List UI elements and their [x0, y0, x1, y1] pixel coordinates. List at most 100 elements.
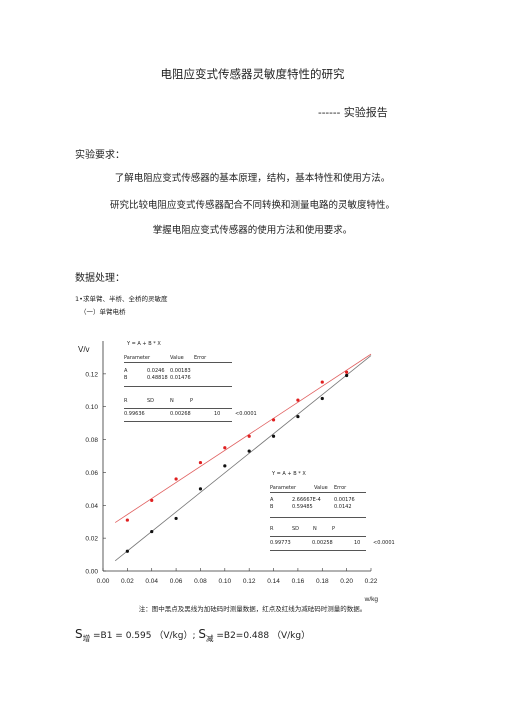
chart-marks — [114, 353, 372, 562]
fit-cell: <0.0001 — [235, 411, 257, 417]
x-tick-label: 0.12 — [243, 578, 256, 585]
fit-cell: 0.59485 — [292, 504, 313, 510]
fit-cell: 10 — [354, 540, 361, 546]
fit-cell: 0.00268 — [170, 411, 191, 417]
data-point — [271, 418, 276, 422]
x-tick-label: 0.00 — [97, 578, 110, 585]
fit-cell: R — [270, 526, 274, 532]
fit-equation-bottom: Y = A + B * X — [272, 471, 306, 477]
fit-cell: B — [270, 504, 274, 510]
fit-cell: N — [170, 398, 174, 404]
fit-cell: 0.0142 — [334, 504, 352, 510]
y-tick-label: 0.00 — [85, 569, 98, 576]
requirement-item: 研究比较电阻应变式传感器配合不同转换和测量电路的灵敏度特性。 — [109, 200, 395, 211]
result-value: =B1 = 0.595 （V/kg）; — [93, 631, 196, 641]
data-point — [150, 498, 154, 502]
data-point — [296, 398, 300, 402]
data-point — [247, 449, 251, 453]
data-point — [320, 396, 324, 401]
page-title: 电阻应变式传感器灵敏度特性的研究 — [160, 67, 345, 81]
fit-row-bottom: A 2.66667E-4 0.00176 — [270, 497, 355, 503]
data-point — [223, 446, 227, 450]
data-point — [198, 487, 203, 491]
fit-stat-row-bottom: 0.99773 0.00258 10 <0.0001 — [270, 540, 395, 551]
fit-cell: <0.0001 — [373, 540, 395, 546]
fit-cell: 2.66667E-4 — [292, 497, 321, 503]
fit-cell: P — [190, 398, 194, 404]
x-tick-label: 0.14 — [267, 578, 280, 585]
fit-row-top: B 0.48818 0.01476 — [124, 375, 232, 387]
requirement-item: 掌握电阻应变式传感器的使用方法和使用要求。 — [152, 225, 353, 236]
data-point — [198, 460, 203, 465]
fit-cell: SD — [147, 398, 155, 404]
y-tick-label: 0.02 — [85, 536, 98, 543]
fit-cell: A — [124, 368, 128, 374]
result-sub: 减 — [205, 633, 214, 643]
x-tick-label: 0.22 — [365, 578, 378, 585]
chart-axes: 0.00 0.02 0.04 0.06 0.08 0.10 0.12 0.14 0.16 0.18… — [78, 341, 378, 603]
fit-header-bottom: Parameter Value Error — [270, 485, 366, 493]
data-subheading-2: （一）单臂电桥 — [80, 308, 126, 316]
y-tick-label: 0.12 — [85, 371, 98, 378]
fit-cell: 10 — [214, 411, 221, 417]
fit-header-cell: Parameter — [124, 355, 151, 361]
data-point — [247, 434, 251, 438]
fit-cell: 0.0246 — [147, 368, 165, 374]
x-tick-label: 0.02 — [121, 578, 134, 585]
x-tick-label: 0.20 — [340, 578, 353, 585]
data-point — [174, 516, 178, 521]
result-symbol: S — [75, 627, 83, 641]
x-tick-label: 0.04 — [145, 578, 158, 585]
fit-cell: 0.99773 — [270, 540, 291, 546]
data-point — [345, 370, 349, 374]
result-sub: 增 — [82, 633, 91, 643]
fit-stat-header-top: R SD N P — [124, 398, 232, 409]
x-axis-label: w/kg — [364, 596, 379, 603]
y-axis-label: V/v — [78, 345, 90, 354]
data-point — [125, 518, 129, 522]
y-tick-label: 0.10 — [85, 404, 98, 411]
fit-line — [114, 355, 372, 562]
fit-cell: 0.00176 — [334, 497, 355, 503]
fit-cell: P — [332, 526, 336, 532]
fit-cell: 0.48818 — [147, 375, 168, 381]
data-point — [296, 414, 300, 419]
data-point — [320, 380, 324, 384]
fit-header-cell: Value — [314, 485, 328, 491]
fit-cell: 0.00183 — [170, 368, 191, 374]
fit-equation-top: Y = A + B * X — [127, 341, 161, 347]
fit-header-cell: Parameter — [270, 485, 297, 491]
data-point — [150, 529, 154, 534]
fit-cell: B — [124, 375, 128, 381]
y-tick-label: 0.06 — [85, 470, 98, 477]
fit-cell: SD — [292, 526, 300, 532]
requirement-item: 了解电阻应变式传感器的基本原理，结构，基本特性和使用方法。 — [114, 173, 391, 184]
sensitivity-result: S增 =B1 = 0.595 （V/kg）; S减 =B2=0.488 （V/k… — [75, 627, 310, 644]
requirements-heading: 实验要求： — [75, 150, 125, 161]
x-tick-label: 0.06 — [170, 578, 183, 585]
fit-header-cell: Error — [194, 355, 207, 361]
result-value: =B2=0.488 （V/kg） — [216, 631, 311, 641]
fit-cell: R — [124, 398, 128, 404]
fit-stat-row-top: 0.99636 0.00268 10 <0.0001 — [124, 411, 257, 422]
page-subtitle: ------ 实验报告 — [318, 106, 388, 119]
data-point — [223, 464, 227, 468]
data-point — [125, 549, 129, 553]
fit-row-bottom: B 0.59485 0.0142 — [270, 504, 366, 518]
x-tick-label: 0.18 — [316, 578, 329, 585]
fit-header-cell: Error — [334, 485, 347, 491]
x-tick-label: 0.10 — [218, 578, 231, 585]
fit-row-top: A 0.0246 0.00183 — [124, 368, 191, 374]
fit-line — [114, 353, 372, 523]
data-subheading: 1•求单臂、半桥、全桥的灵敏度 — [75, 295, 168, 303]
fit-header-top: Parameter Value Error — [124, 355, 232, 363]
fit-header-cell: Value — [170, 355, 184, 361]
fit-cell: N — [313, 526, 317, 532]
fit-cell: 0.99636 — [124, 411, 145, 417]
data-point — [271, 434, 276, 438]
fit-cell: A — [270, 497, 274, 503]
data-heading: 数据处理： — [75, 273, 125, 284]
figure-caption: 注：图中黑点及黑线为加砝码时测量数据，红点及红线为减砝码时测量的数据。 — [138, 605, 367, 613]
fit-stat-header-bottom: R SD N P — [270, 526, 366, 537]
